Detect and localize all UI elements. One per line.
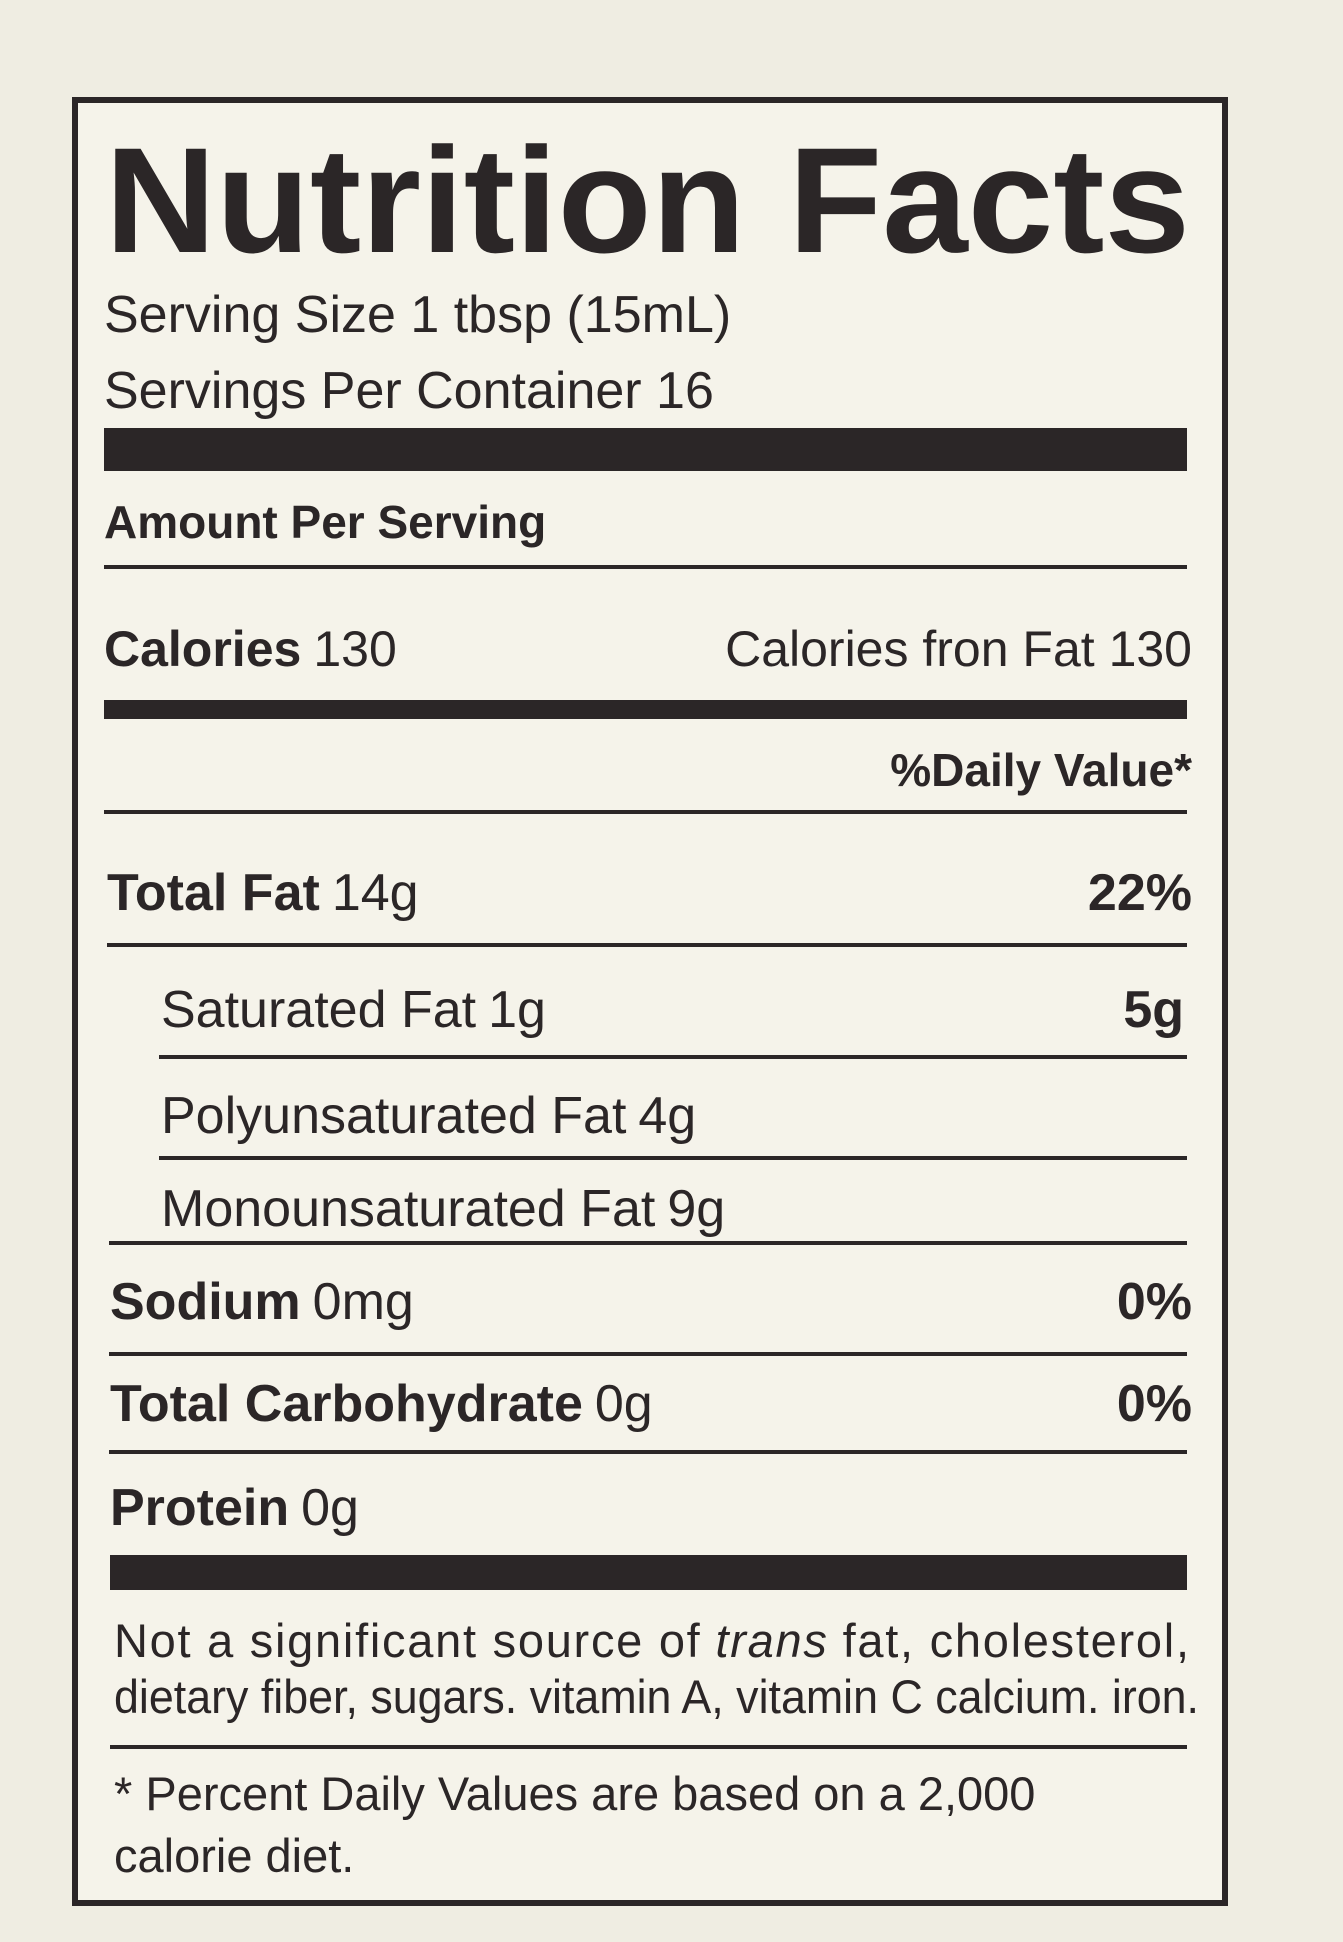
- nutrient-name: Total Carbohydrate: [110, 1375, 583, 1433]
- nutrient-amount: 14g: [332, 864, 419, 922]
- note-line: dietary fiber, sugars. vitamin A, vitami…: [114, 1670, 1199, 1723]
- row: Sodium 0mg: [110, 1273, 414, 1331]
- calories-from-fat: Calories fron Fat 130: [725, 621, 1192, 677]
- nutrient-name: Polyunsaturated Fat: [161, 1087, 627, 1145]
- nutrient-amount: 4g: [638, 1087, 696, 1145]
- calories-label: Calories: [104, 621, 301, 677]
- nutrient-amount: 0g: [595, 1375, 653, 1433]
- amount-per-serving: Amount Per Serving: [104, 496, 546, 548]
- title: Nutrition Facts: [105, 116, 1190, 284]
- serving-size: Serving Size 1 tbsp (15mL): [104, 286, 731, 344]
- daily-value-header: %Daily Value*: [890, 744, 1192, 796]
- nutrient-amount: 1g: [488, 981, 546, 1039]
- nutrient-name: Monounsaturated Fat: [161, 1180, 656, 1238]
- row: Protein 0g: [110, 1479, 359, 1537]
- nutrient-amount: 0mg: [313, 1273, 414, 1331]
- calories-value: 130: [313, 621, 396, 677]
- note-italic: trans: [715, 1614, 826, 1667]
- nutrient-name: Saturated Fat: [161, 981, 477, 1039]
- row: Saturated Fat 1g: [161, 981, 546, 1039]
- row: Monounsaturated Fat 9g: [161, 1180, 725, 1238]
- calories-line: Calories 130: [104, 621, 397, 677]
- footnote-line: calorie diet.: [114, 1829, 354, 1882]
- row: Total Carbohydrate 0g: [110, 1375, 653, 1433]
- nutrient-amount: 0g: [301, 1479, 359, 1537]
- nutrient-name: Total Fat: [107, 864, 320, 922]
- nutrient-name: Protein: [110, 1479, 289, 1537]
- daily-value: 0%: [1117, 1273, 1192, 1331]
- nutrient-amount: 9g: [667, 1180, 725, 1238]
- thick-bar: [104, 428, 1187, 471]
- note-text: Not a significant source of: [114, 1614, 701, 1667]
- daily-value: 0%: [1117, 1375, 1192, 1433]
- daily-value: 22%: [1088, 864, 1192, 922]
- thick-bar: [104, 700, 1187, 719]
- row: Total Fat 14g: [107, 864, 419, 922]
- note-text: fat, cholesterol,: [843, 1614, 1189, 1667]
- daily-value: 5g: [1123, 981, 1184, 1039]
- label-border: [72, 97, 1228, 1906]
- note-line: Not a significant source of trans fat, cho…: [114, 1614, 1189, 1667]
- thick-bar: [110, 1555, 1187, 1590]
- servings-per-container: Servings Per Container 16: [104, 362, 714, 420]
- row: Polyunsaturated Fat 4g: [161, 1087, 696, 1145]
- nutrient-name: Sodium: [110, 1273, 301, 1331]
- footnote-line: * Percent Daily Values are based on a 2,…: [114, 1767, 1035, 1820]
